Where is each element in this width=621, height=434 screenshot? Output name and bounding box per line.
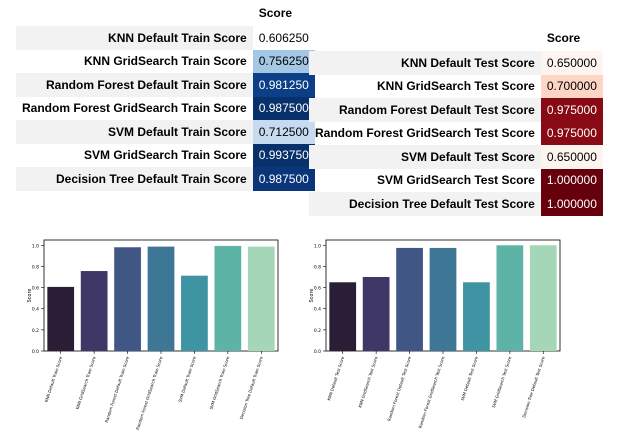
row-score-value: 0.700000 <box>540 74 603 98</box>
bar <box>362 277 390 351</box>
row-label: KNN GridSearch Test Score <box>377 79 535 94</box>
row-label: SVM Default Test Score <box>309 145 541 169</box>
bar <box>214 245 242 351</box>
x-tick-label: SVM Default Train Score <box>177 355 197 403</box>
x-tick-label: Random Forest GridSearch Test Score <box>417 355 445 429</box>
row-label: KNN GridSearch Train Score <box>84 54 247 69</box>
row-label: Random Forest GridSearch Train Score <box>22 101 247 116</box>
y-tick-label: 1.0 <box>314 243 321 249</box>
row-score-value: 0.650000 <box>540 51 603 75</box>
table-row: Random Forest Default Train Score 0.98125… <box>16 73 315 97</box>
y-tick-label: 0.4 <box>314 307 321 313</box>
bar <box>80 271 108 351</box>
y-tick-label: 0.0 <box>32 349 39 355</box>
row-score-value: 0.650000 <box>540 145 603 169</box>
y-tick-label: 0.6 <box>314 286 321 292</box>
y-axis-label: Score <box>309 288 315 302</box>
row-label: KNN Default Test Score <box>309 51 541 75</box>
table-row: SVM GridSearch Test Score 1.000000 <box>309 168 603 192</box>
y-tick-label: 0.6 <box>32 286 39 292</box>
y-tick-label: 0.2 <box>314 328 321 334</box>
table-row: KNN Default Test Score 0.650000 <box>309 51 603 75</box>
x-tick-label: KNN Default Test Score <box>326 355 345 401</box>
row-score-value: 0.975000 <box>540 98 603 122</box>
table-row: Decision Tree Default Train Score 0.98750… <box>16 167 315 191</box>
row-label: Random Forest GridSearch Test Score <box>315 126 535 141</box>
bar <box>496 245 524 351</box>
bar <box>247 246 275 351</box>
score-column-header: Score <box>258 6 293 20</box>
bar <box>463 282 490 351</box>
x-tick-label: Decision Tree Default Test Score <box>521 355 546 418</box>
x-tick-label: KNN GridSearch Test Score <box>357 355 378 408</box>
table-row: Random Forest Default Test Score 0.975000 <box>309 98 603 122</box>
y-axis-label: Score <box>27 288 33 302</box>
y-tick-label: 0.4 <box>32 307 39 313</box>
table-row: Random Forest GridSearch Train Score 0.98… <box>16 96 315 120</box>
table-corner <box>309 29 541 51</box>
row-label: KNN Default Train Score <box>16 26 253 50</box>
row-label: Decision Tree Default Test Score <box>309 192 541 216</box>
row-label: Random Forest Default Test Score <box>309 98 541 122</box>
table-row: KNN Default Train Score 0.606250 <box>16 26 315 50</box>
table-row: KNN GridSearch Train Score 0.756250 <box>16 49 315 73</box>
bar <box>396 247 423 351</box>
row-score-value: 0.712500 <box>252 120 315 144</box>
x-tick-label: Random Forest GridSearch Train Score <box>135 355 164 430</box>
row-label: SVM Default Train Score <box>16 120 253 144</box>
bar <box>181 275 208 351</box>
train-score-table: Score KNN Default Train Score 0.606250 KNN… <box>16 4 315 191</box>
table-row: SVM Default Test Score 0.650000 <box>309 145 603 169</box>
table-row: KNN GridSearch Test Score 0.700000 <box>309 74 603 98</box>
bar <box>429 247 457 351</box>
row-label: Decision Tree Default Train Score <box>16 167 253 191</box>
bar <box>47 286 75 351</box>
row-score-value: 1.000000 <box>540 192 603 216</box>
x-tick-label: Decision Tree Default Train Score <box>239 355 264 420</box>
row-score-value: 0.987500 <box>252 96 315 120</box>
x-tick-label: KNN GridSearch Train Score <box>75 355 97 410</box>
bar <box>114 247 141 351</box>
y-tick-label: 1.0 <box>32 243 39 249</box>
row-label: SVM GridSearch Test Score <box>377 173 535 188</box>
table-row: Decision Tree Default Test Score 1.000000 <box>309 192 603 216</box>
table-corner <box>16 4 253 26</box>
y-tick-label: 0.8 <box>32 264 39 270</box>
row-score-value: 1.000000 <box>540 168 603 192</box>
bar <box>329 282 357 351</box>
score-column-header: Score <box>546 31 581 45</box>
row-score-value: 0.993750 <box>252 143 315 167</box>
y-tick-label: 0.0 <box>314 349 321 355</box>
x-tick-label: Random Forest Default Train Score <box>104 355 130 423</box>
test-score-bar-chart: 0.0 0.2 0.4 0.6 0.8 1.0 Score KNN Default Test … <box>309 239 561 429</box>
bar <box>529 245 557 351</box>
table-row: SVM Default Train Score 0.712500 <box>16 120 315 144</box>
y-tick-label: 0.2 <box>32 328 39 334</box>
x-tick-label: SVM GridSearch Train Score <box>208 355 230 410</box>
x-tick-label: Random Forest Default Test Score <box>386 355 412 421</box>
table-row: Random Forest GridSearch Test Score 0.975… <box>309 121 603 145</box>
table-row: SVM GridSearch Train Score 0.993750 <box>16 143 315 167</box>
x-tick-label: KNN Default Train Score <box>44 355 64 403</box>
test-score-table: Score KNN Default Test Score 0.650000 KNN … <box>309 29 603 216</box>
row-score-value: 0.975000 <box>540 121 603 145</box>
row-label: Random Forest Default Train Score <box>16 73 253 97</box>
row-score-value: 0.987500 <box>252 167 315 191</box>
bar <box>147 246 175 351</box>
y-tick-label: 0.8 <box>314 264 321 270</box>
row-score-value: 0.756250 <box>252 49 315 73</box>
row-label: SVM GridSearch Train Score <box>84 148 247 163</box>
row-score-value: 0.981250 <box>252 73 315 97</box>
x-tick-label: SVM GridSearch Test Score <box>491 355 513 408</box>
train-score-bar-chart: 0.0 0.2 0.4 0.6 0.8 1.0 Score KNN Default Train… <box>27 239 279 430</box>
row-score-value: 0.606250 <box>252 26 315 50</box>
x-tick-label: SVM Default Test Score <box>460 355 479 401</box>
